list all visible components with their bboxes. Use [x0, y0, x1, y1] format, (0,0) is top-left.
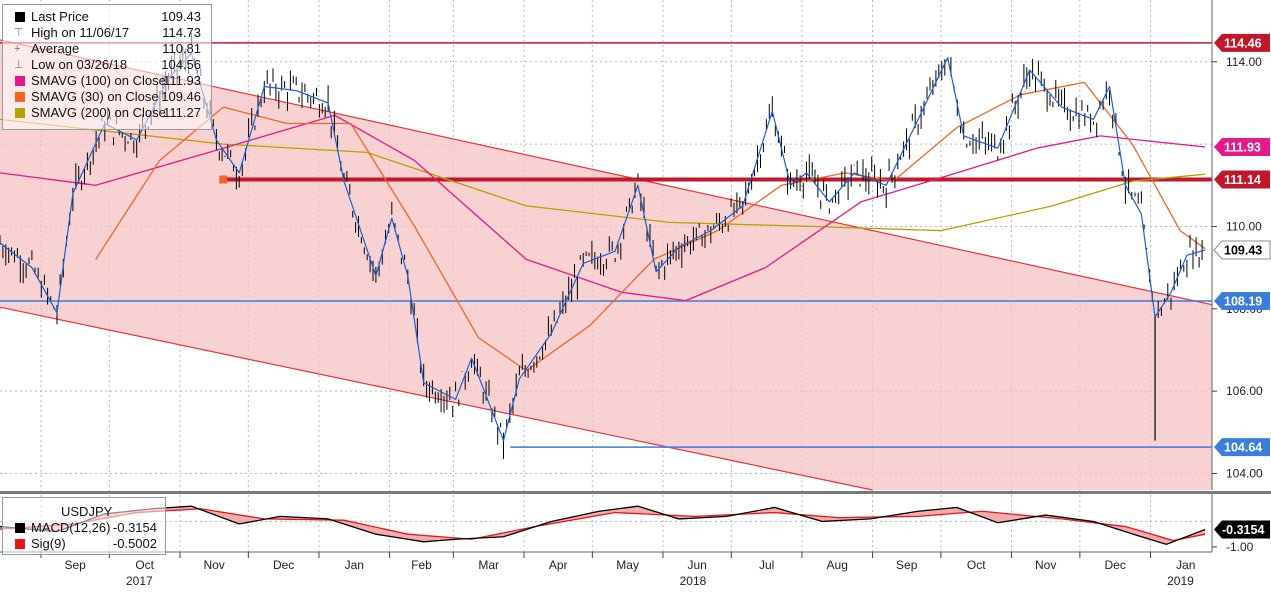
x-axis: Sep Oct Nov Dec Jan Feb Mar Apr May Jun Jul Aug Sep O…	[0, 551, 1212, 588]
legend-row-sma30: SMAVG (30) on Close 109.46	[7, 89, 207, 105]
x-month-label: Nov	[203, 558, 224, 572]
sma100-value-tag	[1214, 138, 1270, 156]
x-month-label: Sep	[65, 558, 87, 572]
legend-row-low: ⊥ Low on 03/26/18 104.56	[7, 57, 207, 73]
signal-line	[0, 508, 1206, 542]
sma200-swatch	[15, 108, 25, 118]
y-tick-label: 104.00	[1226, 467, 1263, 481]
macd-swatch	[15, 523, 25, 533]
legend-value: 109.46	[161, 89, 201, 104]
level-108-19-label: 108.19	[1224, 295, 1262, 309]
legend-label: SMAVG (200) on Close	[31, 105, 166, 120]
high-marker-icon: ⊤	[14, 27, 24, 39]
macd-tick-label: -1.00	[1226, 540, 1254, 554]
level-111-14-tag	[1214, 170, 1270, 189]
macd-last-label: -0.3154	[1222, 523, 1264, 537]
legend-value: 111.93	[163, 73, 201, 88]
low-marker-icon: ⊥	[14, 59, 24, 71]
x-year-label: 2019	[1167, 574, 1194, 588]
x-month-label: Oct	[135, 558, 154, 572]
x-year-label: 2018	[680, 574, 707, 588]
level-111-14-label: 111.14	[1224, 173, 1261, 187]
macd-last-tag	[1214, 520, 1270, 539]
markers	[219, 175, 228, 184]
price-legend: Last Price 109.43 ⊤ High on 11/06/17 114…	[2, 4, 212, 130]
level-104-64-tag	[1214, 438, 1270, 457]
last-price-tag	[1213, 240, 1271, 260]
legend-value: -0.5002	[112, 536, 157, 551]
x-month-label: Oct	[967, 558, 986, 572]
legend-row-last-price: Last Price 109.43	[7, 9, 207, 25]
x-year-label: 2017	[126, 574, 153, 588]
y-axis: 104.00106.00108.00110.00114.00114.46111.…	[1211, 0, 1271, 490]
x-month-label: Jun	[687, 558, 706, 572]
legend-value: 104.56	[161, 57, 201, 72]
channel-lower-line	[0, 306, 873, 491]
legend-value: 109.43	[161, 9, 201, 24]
x-month-label: Jan	[1176, 558, 1195, 572]
x-month-label: Dec	[1105, 558, 1126, 572]
sma100-swatch	[15, 76, 25, 86]
legend-label: Last Price	[31, 9, 89, 24]
x-month-label: Jan	[345, 558, 364, 572]
macd-panel: -1.00 -0.3154	[0, 491, 1271, 554]
macd-hist-area	[0, 506, 1206, 545]
x-month-label: Feb	[411, 558, 432, 572]
y-tick-label: 114.00	[1226, 55, 1262, 69]
legend-label: SMAVG (30) on Close	[31, 89, 159, 104]
macd-line	[0, 505, 1206, 546]
y-tick-label: 110.00	[1226, 219, 1262, 233]
moving-averages	[0, 81, 1206, 372]
level-104-64-label: 104.64	[1224, 441, 1262, 455]
x-month-label: Aug	[827, 558, 848, 572]
legend-value: 114.73	[162, 25, 201, 40]
y-tick-label: 106.00	[1226, 384, 1263, 398]
legend-row-average: + Average 110.81	[7, 41, 207, 57]
sig-swatch	[15, 539, 25, 549]
legend-label: Low on 03/26/18	[31, 57, 128, 72]
sma100-value-label: 111.93	[1224, 141, 1261, 155]
legend-value: 111.27	[163, 105, 201, 120]
x-month-label: Nov	[1035, 558, 1056, 572]
last-price-label: 109.43	[1224, 243, 1262, 257]
last-price-swatch	[15, 12, 25, 22]
legend-value: -0.3154	[112, 520, 157, 535]
legend-row-macd: MACD(12,26) -0.3154	[7, 520, 163, 536]
legend-value: 110.81	[162, 41, 201, 56]
legend-label: SMAVG (100) on Close	[31, 73, 166, 88]
sma100-line	[0, 114, 1206, 302]
legend-label: Sig(9)	[31, 536, 66, 551]
sma30-line	[95, 81, 1206, 372]
price-series	[0, 32, 1206, 459]
sma30-swatch	[15, 92, 25, 102]
average-marker-icon: +	[14, 43, 21, 55]
legend-row-high: ⊤ High on 11/06/17 114.73	[7, 25, 207, 41]
legend-row-sma200: SMAVG (200) on Close 111.27	[7, 105, 207, 121]
legend-row-sig: Sig(9) -0.5002	[7, 536, 163, 552]
legend-label: High on 11/06/17	[31, 25, 130, 40]
x-month-label: Apr	[549, 558, 568, 572]
panel-separator	[0, 491, 1271, 494]
sma30-start-marker	[219, 175, 228, 184]
legend-label: MACD(12,26)	[31, 520, 111, 535]
legend-label: Average	[31, 41, 80, 56]
sma200-line	[0, 118, 1206, 232]
x-month-label: Mar	[478, 558, 499, 572]
x-month-label: Dec	[273, 558, 294, 572]
macd-legend: USDJPY MACD(12,26) -0.3154 Sig(9) -0.500…	[2, 497, 166, 555]
level-108-19-tag	[1214, 292, 1270, 310]
x-month-label: May	[616, 558, 639, 572]
x-month-label: Jul	[759, 558, 774, 572]
level-114-46-tag	[1214, 33, 1270, 52]
legend-row-sma100: SMAVG (100) on Close 111.93	[7, 73, 207, 89]
price-line	[0, 52, 1206, 442]
x-month-label: Sep	[896, 558, 918, 572]
level-114-46-label: 114.46	[1224, 36, 1262, 50]
macd-title: USDJPY	[61, 504, 113, 519]
